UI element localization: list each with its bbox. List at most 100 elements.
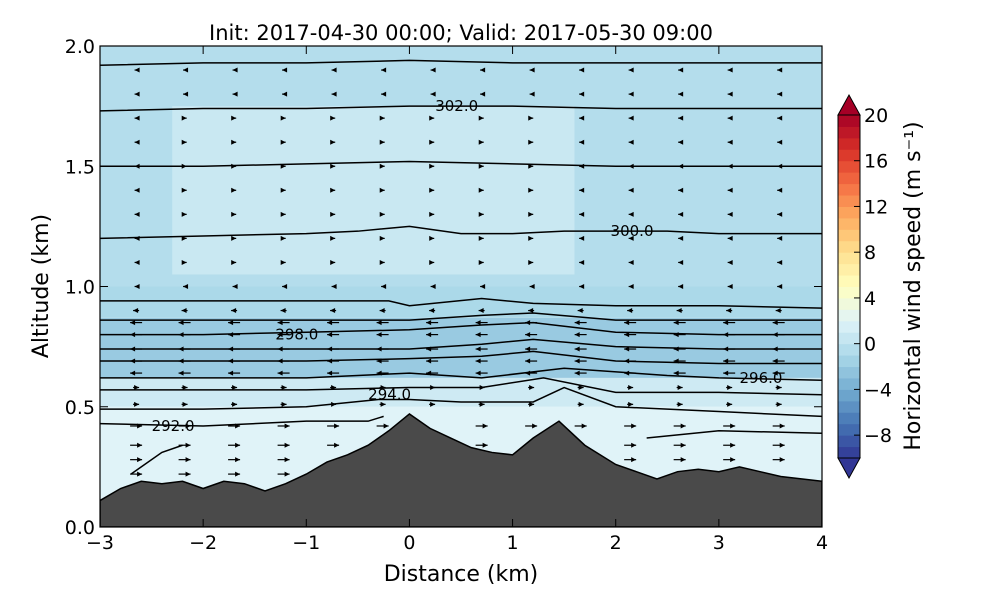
- wind-vector-head: [181, 235, 187, 241]
- isentrope-line: [100, 160, 822, 167]
- wind-vector-head: [280, 187, 286, 193]
- wind-vector-head: [726, 308, 732, 314]
- wind-vector-head: [183, 91, 189, 97]
- wind-vector-head: [277, 370, 283, 376]
- wind-vector-head: [631, 423, 637, 429]
- wind-vector-head: [680, 442, 686, 448]
- wind-vector-head: [327, 370, 333, 376]
- wind-vector-head: [330, 115, 336, 121]
- wind-vector-head: [723, 346, 729, 352]
- wind-vector-head: [673, 346, 679, 352]
- wind-vector-head: [380, 385, 386, 391]
- colorbar-bin: [838, 263, 860, 276]
- wind-vector-head: [779, 423, 785, 429]
- wind-vector-head: [282, 284, 288, 289]
- wind-vector-head: [277, 320, 283, 326]
- wind-vector-head: [777, 284, 783, 289]
- wind-vector-head: [232, 91, 238, 97]
- wind-vector-head: [183, 67, 189, 73]
- wind-vector-head: [185, 457, 191, 463]
- y-tick-label: 2.0: [65, 36, 95, 58]
- colorbar-tick-label: 20: [864, 105, 888, 127]
- y-tick-label: 0.0: [65, 517, 95, 539]
- colorbar-bin: [838, 446, 860, 459]
- wind-vector-head: [628, 187, 634, 193]
- colorbar-bin: [838, 240, 860, 253]
- contour-label: 296.0: [739, 369, 782, 387]
- wind-vector-head: [137, 471, 143, 477]
- isentrope-line: [100, 321, 822, 336]
- contour-label: 302.0: [435, 97, 478, 115]
- wind-vector-head: [772, 370, 778, 376]
- wind-vector-head: [330, 187, 336, 193]
- wind-vector-head: [727, 139, 733, 145]
- wind-vector-head: [678, 235, 684, 241]
- wind-vector-head: [776, 401, 782, 407]
- wind-vector-head: [379, 163, 385, 169]
- colorbar-label: Horizontal wind speed (m s⁻¹): [901, 121, 926, 450]
- wind-vector-head: [478, 259, 484, 265]
- wind-vector-head: [379, 259, 385, 265]
- wind-vector-head: [331, 91, 337, 97]
- wind-vector-head: [628, 211, 634, 217]
- wind-vector-head: [579, 187, 585, 193]
- wind-vector-head: [678, 67, 684, 73]
- wind-vector-head: [727, 187, 733, 193]
- wind-vector-head: [228, 332, 234, 338]
- wind-vector-head: [429, 235, 435, 241]
- colorbar-bin: [838, 183, 860, 196]
- wind-vector-head: [134, 259, 140, 265]
- wind-vector-head: [134, 163, 140, 169]
- wind-vector-head: [525, 332, 531, 338]
- wind-fill-region: [172, 106, 575, 275]
- wind-vector-head: [678, 115, 684, 121]
- wind-vector-head: [137, 457, 143, 463]
- wind-vector-head: [579, 115, 585, 121]
- wind-vector-head: [478, 211, 484, 217]
- wind-vector-head: [680, 457, 686, 463]
- wind-vector-head: [475, 332, 481, 338]
- wind-vector-head: [376, 358, 382, 364]
- wind-vector-head: [426, 358, 432, 364]
- x-axis-label: Distance (km): [384, 562, 539, 587]
- wind-vector-head: [330, 163, 336, 169]
- wind-vector-head: [228, 346, 234, 352]
- wind-vector-head: [678, 187, 684, 193]
- wind-vector-head: [628, 401, 634, 407]
- colorbar-bin: [838, 229, 860, 242]
- wind-vector-head: [134, 91, 140, 97]
- wind-vector-head: [134, 67, 140, 73]
- wind-vector-head: [628, 139, 634, 145]
- wind-vector-head: [475, 346, 481, 352]
- wind-vector-head: [281, 401, 287, 407]
- wind-vector-head: [185, 423, 191, 429]
- wind-vector-head: [624, 370, 630, 376]
- wind-vector-head: [185, 471, 191, 477]
- wind-vector-head: [429, 211, 435, 217]
- wind-vector-head: [775, 308, 781, 314]
- wind-vector-head: [133, 308, 139, 314]
- wind-vector-head: [379, 115, 385, 121]
- colorbar-bin: [838, 115, 860, 127]
- x-tick-label: −1: [292, 532, 320, 554]
- wind-vector-head: [777, 139, 783, 145]
- wind-vector-head: [228, 358, 234, 364]
- wind-vector-head: [475, 370, 481, 376]
- wind-vector-head: [673, 332, 679, 338]
- wind-vector-head: [277, 346, 283, 352]
- wind-vector-head: [528, 163, 534, 169]
- wind-vector-head: [727, 401, 733, 407]
- wind-vector-head: [330, 139, 336, 145]
- wind-vector-head: [430, 401, 436, 407]
- wind-vector-head: [281, 385, 287, 391]
- wind-vector-head: [327, 332, 333, 338]
- y-axis: 0.0 0.5 1.0 1.5 2.0: [65, 36, 822, 539]
- wind-vector-head: [579, 284, 585, 289]
- wind-vector-head: [235, 471, 241, 477]
- wind-vector-head: [280, 211, 286, 217]
- wind-vector-head: [430, 67, 436, 73]
- wind-vector-head: [627, 308, 633, 314]
- wind-vector-head: [284, 442, 290, 448]
- wind-vector-head: [673, 370, 679, 376]
